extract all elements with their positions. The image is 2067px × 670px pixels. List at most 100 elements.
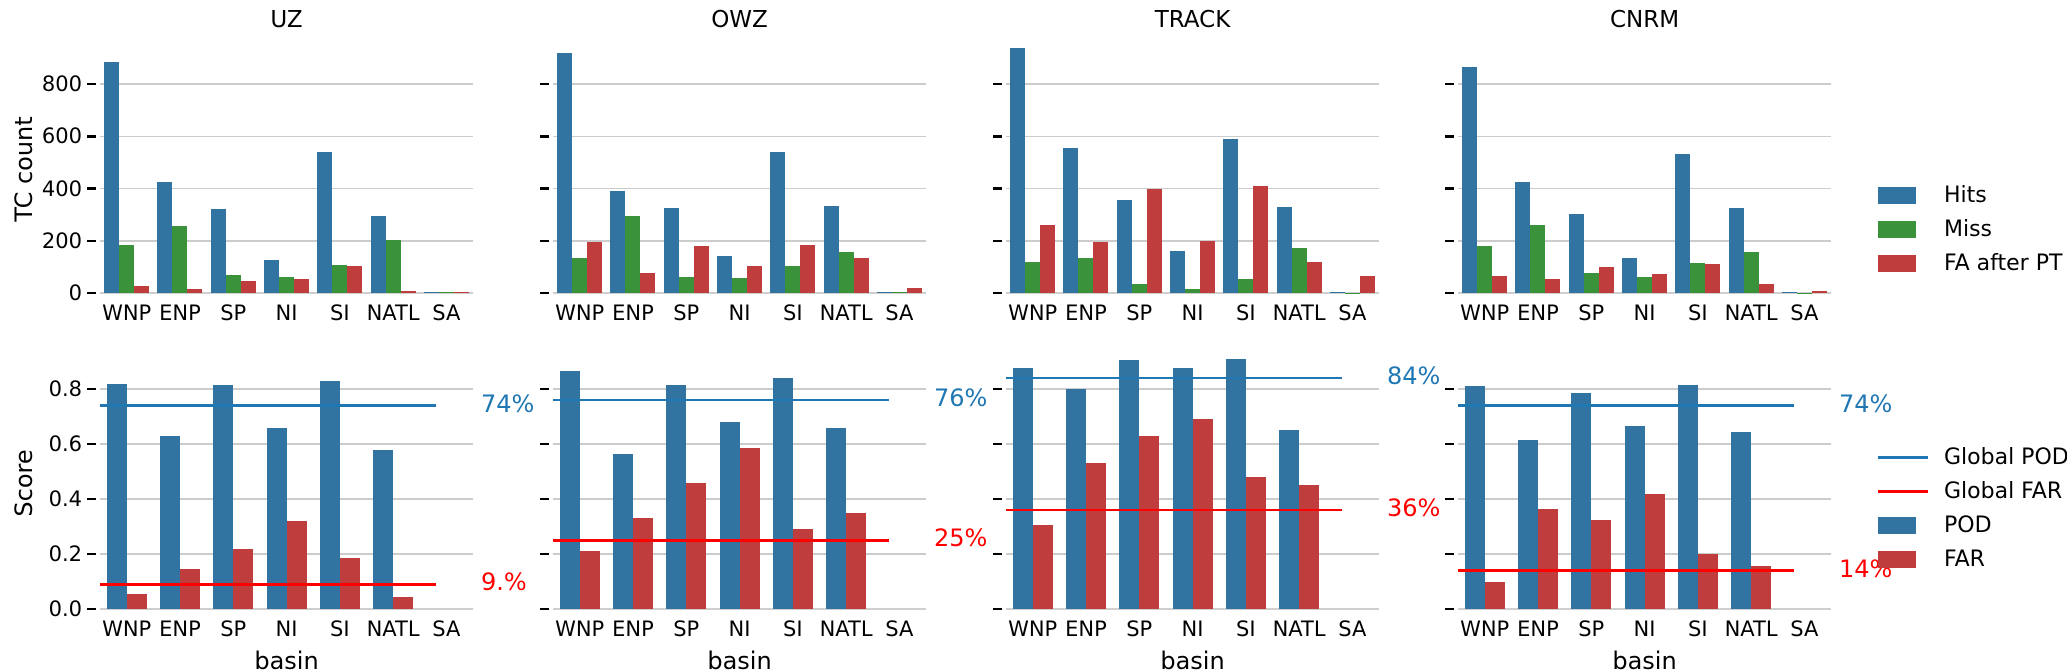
- axes-owz: WNP ENP SP NI SI NATL SA OWZ: [540, 7, 926, 325]
- bar-fa-after-pt-wnp: [134, 285, 150, 293]
- bar-pod-natl: [1731, 431, 1752, 609]
- bar-miss-wnp: [119, 244, 135, 293]
- bar-far-natl: [1299, 485, 1320, 609]
- x-axis-label: basin: [707, 647, 772, 670]
- gridline: [1458, 388, 1831, 390]
- y-tick-mark: [540, 607, 549, 611]
- bar-fa-after-pt-sa: [906, 287, 922, 293]
- x-tick-label-sp: SP: [220, 617, 247, 641]
- x-tick-label-sa: SA: [432, 617, 461, 641]
- y-tick-mark: [1445, 291, 1454, 295]
- x-tick-label-enp: ENP: [1517, 301, 1559, 325]
- x-tick-label-sp: SP: [1126, 617, 1153, 641]
- legend-label-global-pod: Global POD: [1944, 444, 2067, 470]
- y-tick-mark: [993, 135, 1002, 138]
- refline-global-far: [1006, 508, 1342, 512]
- miss-color-patch-icon: [1878, 220, 1916, 238]
- bar-fa-after-pt-si: [347, 266, 363, 293]
- x-tick-label-wnp: WNP: [1460, 617, 1510, 641]
- bar-far-enp: [179, 569, 200, 609]
- bar-miss-si: [332, 264, 348, 293]
- bar-fa-after-pt-sa: [453, 292, 469, 293]
- bar-miss-si: [1238, 278, 1254, 293]
- gridline: [553, 83, 926, 85]
- bar-fa-after-pt-enp: [1545, 279, 1561, 293]
- bar-fa-after-pt-wnp: [1492, 275, 1508, 293]
- bar-hits-wnp: [104, 61, 120, 293]
- far-color-patch-icon: [1878, 550, 1916, 568]
- gridline: [100, 187, 473, 190]
- bar-far-si: [1697, 554, 1718, 609]
- bar-pod-natl: [373, 449, 394, 609]
- y-tick-mark: [993, 497, 1002, 501]
- bar-pod-ni: [1172, 368, 1193, 609]
- bar-hits-sp: [1568, 213, 1584, 293]
- bar-miss-wnp: [572, 257, 588, 293]
- bar-fa-after-pt-enp: [187, 289, 203, 293]
- gridline: [1006, 240, 1379, 242]
- y-tick-mark: [87, 497, 96, 501]
- y-axis-label: TC count: [10, 116, 38, 222]
- gridline: [1458, 187, 1831, 190]
- bar-far-ni: [286, 521, 307, 609]
- bar-miss-enp: [172, 226, 188, 293]
- y-tick-mark: [1445, 607, 1454, 611]
- x-tick-label-wnp: WNP: [1008, 617, 1058, 641]
- y-tick-mark: [540, 291, 549, 295]
- bar-fa-after-pt-natl: [400, 290, 416, 293]
- x-tick-label-wnp: WNP: [1008, 301, 1058, 325]
- gridline: [553, 443, 926, 445]
- y-axis-label: Score: [10, 448, 38, 517]
- axes-cnrm: WNP ENP SP NI SI NATL SA CNRM: [1445, 7, 1831, 325]
- bar-pod-sp: [213, 384, 234, 609]
- y-tick-mark: [1445, 497, 1454, 501]
- y-tick-mark: [1445, 82, 1454, 86]
- y-tick-mark: [540, 552, 549, 556]
- bar-far-wnp: [126, 593, 147, 609]
- bar-pod-ni: [719, 422, 740, 609]
- x-tick-label-sp: SP: [673, 617, 700, 641]
- bar-fa-after-pt-sp: [1146, 188, 1162, 293]
- bar-miss-wnp: [1477, 245, 1493, 293]
- axes-score-1: WNP ENP SP NI SI NATL SA 76% 25% basin: [540, 356, 987, 670]
- x-axis-line: [100, 608, 473, 610]
- bar-hits-ni: [264, 260, 279, 293]
- gridline: [1458, 135, 1831, 138]
- x-tick-label-wnp: WNP: [1460, 301, 1510, 325]
- hits-color-patch-icon: [1878, 186, 1916, 204]
- fa-after-pt-swatch: [1878, 254, 1930, 272]
- bar-pod-wnp: [559, 371, 580, 609]
- bar-far-natl: [1751, 566, 1772, 609]
- x-axis-label: basin: [254, 647, 319, 670]
- bar-miss-natl: [838, 251, 854, 293]
- x-axis-line: [1006, 292, 1379, 294]
- bar-far-sp: [233, 548, 254, 609]
- bar-miss-si: [785, 266, 801, 293]
- x-tick-label-sa: SA: [1790, 301, 1819, 325]
- x-axis-label: basin: [1160, 647, 1225, 670]
- bar-far-enp: [1537, 508, 1558, 609]
- bar-far-sp: [686, 482, 707, 609]
- y-tick-mark: [993, 82, 1002, 86]
- bar-pod-sp: [1119, 360, 1140, 609]
- pod-color-patch-icon: [1878, 516, 1916, 534]
- x-axis-line: [100, 292, 473, 294]
- bar-miss-wnp: [1025, 261, 1041, 293]
- x-tick-label-sa: SA: [432, 301, 461, 325]
- x-tick-label-enp: ENP: [1065, 617, 1107, 641]
- x-tick-label-ni: NI: [275, 301, 298, 325]
- bar-fa-after-pt-sp: [693, 245, 709, 293]
- bar-hits-si: [1223, 138, 1239, 293]
- bar-hits-natl: [1276, 206, 1292, 293]
- x-tick-label-wnp: WNP: [555, 617, 605, 641]
- axes-score-0: 0.0 0.2 0.4 0.6 0.8 WNP ENP SP NI SI NATL SA 74% 9.% b…: [10, 356, 534, 670]
- bar-fa-after-pt-si: [1705, 264, 1721, 293]
- legend-tc-count: Hits Miss FA after PT: [1878, 178, 2062, 280]
- bar-miss-natl: [1291, 248, 1307, 293]
- x-tick-label-ni: NI: [1633, 301, 1656, 325]
- global-pod-swatch: [1878, 455, 1930, 459]
- plot-title-uz: UZ: [270, 7, 303, 33]
- x-tick-label-sa: SA: [1790, 617, 1819, 641]
- bar-hits-natl: [1728, 208, 1744, 293]
- y-tick-mark: [87, 187, 96, 190]
